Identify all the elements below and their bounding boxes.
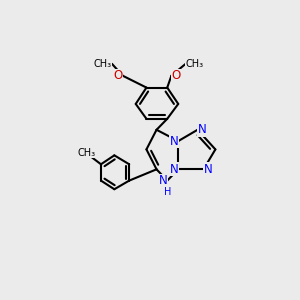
Text: N: N <box>203 163 212 176</box>
Text: CH₃: CH₃ <box>77 148 95 158</box>
Text: N: N <box>169 135 178 148</box>
Text: N: N <box>198 123 206 136</box>
Text: CH₃: CH₃ <box>186 59 204 69</box>
Text: N: N <box>169 163 178 176</box>
Text: O: O <box>113 69 123 82</box>
Text: O: O <box>171 69 181 82</box>
Text: H: H <box>164 187 171 197</box>
Text: CH₃: CH₃ <box>94 59 112 69</box>
Text: N: N <box>158 174 167 187</box>
